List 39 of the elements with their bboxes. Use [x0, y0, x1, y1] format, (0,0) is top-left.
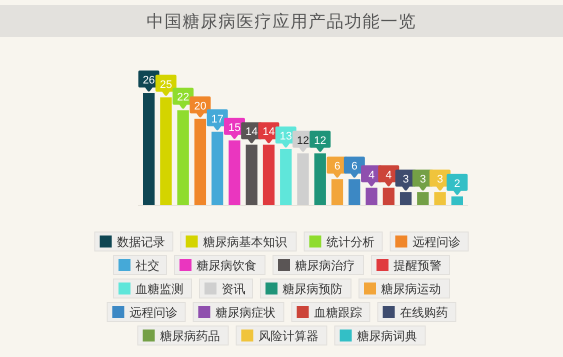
chart-title: 中国糖尿病医疗应用产品功能一览: [146, 12, 416, 32]
legend-label: 资讯: [222, 282, 246, 296]
data-label: 15: [228, 122, 241, 134]
data-label: 4: [386, 169, 392, 182]
data-label: 3: [402, 174, 409, 186]
legend-label: 糖尿病饮食: [196, 258, 256, 272]
data-label: 2: [454, 178, 460, 190]
legend-label: 血糖跟踪: [314, 306, 362, 320]
legend-label: 糖尿病症状: [215, 306, 276, 320]
data-label: 3: [436, 174, 444, 186]
legend-label: 糖尿病治疗: [295, 258, 355, 272]
legend-label: 远程问诊: [412, 235, 460, 249]
data-label: 6: [334, 160, 340, 173]
legend-label: 数据记录: [116, 235, 165, 249]
legend-label: 糖尿病运动: [381, 282, 441, 296]
legend-label: 在线购药: [400, 306, 448, 320]
data-label: 17: [211, 113, 224, 126]
data-label: 3: [420, 174, 426, 186]
legend-label: 统计分析: [326, 235, 374, 249]
legend-label: 血糖监测: [136, 282, 184, 296]
legend-label: 糖尿病词典: [356, 329, 417, 343]
data-label: 26: [142, 74, 155, 86]
data-label: 13: [280, 130, 292, 142]
legend-label: 社交: [136, 258, 160, 272]
legend-label: 提醒预警: [394, 258, 442, 272]
data-label: 12: [314, 134, 326, 147]
legend-label: 糖尿病预防: [282, 282, 342, 296]
data-label: 22: [176, 92, 190, 104]
data-label: 14: [262, 126, 275, 138]
data-label: 6: [351, 160, 358, 173]
legend-label: 糖尿病药品: [160, 329, 220, 343]
data-label: 4: [368, 169, 375, 182]
data-label: 20: [194, 100, 206, 112]
data-label: 14: [245, 126, 258, 138]
legend-label: 远程问诊: [129, 306, 178, 320]
legend-label: 糖尿病基本知识: [202, 235, 287, 249]
data-label: 25: [160, 78, 172, 91]
legend-label: 风险计算器: [258, 329, 318, 343]
data-label: 12: [296, 134, 310, 147]
